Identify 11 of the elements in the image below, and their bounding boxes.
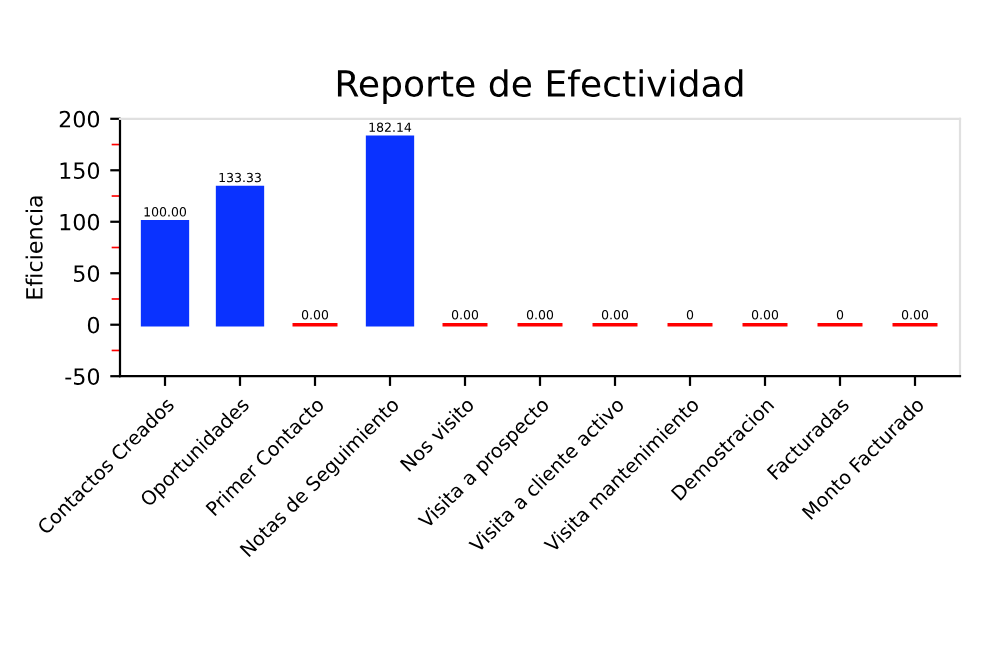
- y-tick-label: 0: [87, 316, 100, 334]
- y-tick-label: 100: [60, 213, 100, 231]
- chart-title: Reporte de Efectividad: [337, 69, 743, 105]
- y-tick-label: 200: [59, 110, 100, 128]
- y-axis-title: Eficiencia: [25, 196, 43, 299]
- bar: [365, 135, 415, 327]
- bar: [215, 185, 265, 327]
- bar: [140, 220, 190, 327]
- y-tick-label: 50: [73, 265, 100, 282]
- y-tick-label: -50: [65, 368, 100, 385]
- y-tick-label: 150: [60, 162, 100, 180]
